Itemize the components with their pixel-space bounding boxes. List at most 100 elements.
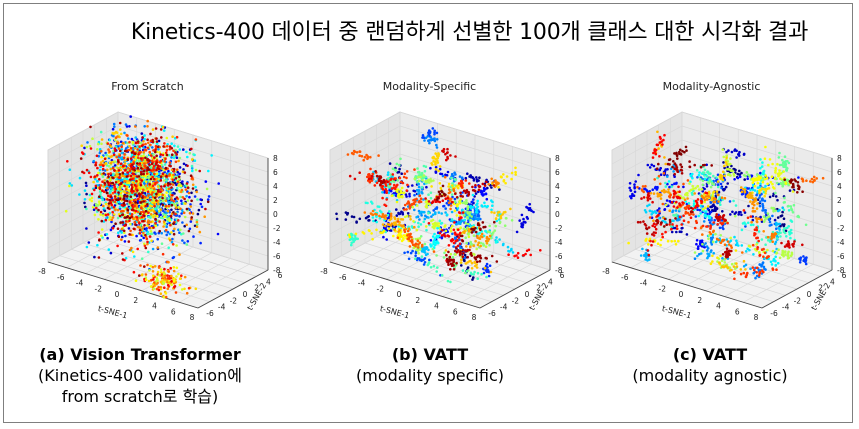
data-point: [783, 155, 787, 158]
data-point: [171, 194, 174, 197]
data-point: [166, 230, 170, 234]
data-point: [154, 207, 157, 210]
data-point: [136, 199, 140, 203]
data-point: [160, 242, 164, 245]
data-point: [692, 202, 696, 205]
data-point: [464, 179, 468, 182]
data-point: [499, 214, 503, 218]
data-point: [447, 250, 450, 254]
data-point: [433, 198, 437, 201]
data-point: [120, 145, 123, 148]
data-point: [142, 200, 145, 203]
x-axis-line: [329, 261, 481, 309]
data-point: [475, 217, 479, 220]
data-point: [408, 207, 411, 210]
data-point: [454, 263, 458, 267]
data-point: [447, 203, 450, 207]
data-point: [100, 138, 104, 141]
data-point: [116, 244, 119, 248]
data-point: [174, 291, 178, 294]
data-point: [776, 261, 780, 265]
data-point: [155, 287, 159, 291]
data-point: [759, 166, 762, 170]
data-point: [396, 179, 399, 182]
data-point: [155, 157, 158, 160]
data-point: [476, 199, 479, 203]
data-point: [454, 192, 457, 196]
x-tick-label: -4: [76, 279, 84, 288]
chart-panel-b: Modality-Specific -8 -6 -4 -2 0 2 4 6 8 -6 -4 -2 0 2 4…: [292, 70, 567, 340]
data-point: [435, 146, 439, 149]
data-point: [114, 181, 118, 184]
data-point: [687, 202, 691, 205]
data-point: [106, 206, 110, 210]
data-point: [148, 163, 151, 167]
data-point: [445, 253, 448, 257]
data-point: [371, 209, 375, 213]
data-point: [185, 150, 188, 154]
data-point: [481, 242, 485, 246]
data-point: [481, 205, 484, 208]
grid-line: [623, 255, 774, 303]
data-point: [716, 183, 720, 187]
data-point: [419, 248, 422, 251]
data-point: [712, 209, 715, 212]
data-point: [451, 195, 454, 199]
data-point: [453, 209, 457, 213]
data-point: [112, 122, 116, 126]
data-point: [135, 179, 138, 183]
data-point: [390, 222, 394, 225]
data-point: [732, 199, 735, 203]
data-point: [435, 143, 438, 147]
data-point: [424, 136, 428, 140]
data-point: [432, 250, 436, 253]
data-point: [428, 131, 432, 134]
z-tick-label: -8: [555, 266, 563, 275]
data-point: [143, 214, 146, 218]
data-point: [418, 237, 422, 240]
data-point: [107, 155, 110, 158]
data-point: [126, 194, 129, 198]
data-point: [789, 236, 792, 240]
data-point: [400, 186, 404, 190]
data-point: [164, 197, 167, 200]
data-point: [168, 148, 172, 151]
data-point: [425, 228, 428, 232]
data-point: [435, 240, 439, 243]
data-point: [718, 196, 722, 199]
data-point: [406, 214, 409, 218]
data-point: [118, 214, 122, 218]
data-point: [393, 217, 397, 221]
data-point: [774, 240, 778, 244]
data-point: [152, 193, 155, 196]
grid-line: [399, 153, 551, 201]
data-point: [770, 263, 774, 266]
grid-line: [341, 255, 492, 303]
data-point: [444, 152, 447, 156]
data-point: [131, 163, 134, 166]
data-point: [175, 206, 178, 209]
data-point: [759, 171, 762, 175]
data-point: [434, 166, 438, 169]
data-point: [134, 125, 137, 128]
data-point: [99, 210, 103, 214]
data-point: [184, 202, 187, 205]
data-point: [455, 261, 458, 265]
grid-line: [329, 153, 401, 193]
data-point: [472, 234, 476, 237]
data-point: [532, 210, 535, 214]
data-point: [731, 210, 734, 214]
data-point: [475, 247, 478, 251]
data-point: [443, 225, 446, 228]
data-point: [460, 176, 464, 179]
data-point: [475, 266, 479, 269]
data-point: [391, 173, 395, 176]
data-point: [124, 188, 128, 191]
data-point: [458, 211, 462, 215]
data-point: [132, 189, 135, 193]
data-point: [464, 176, 468, 180]
data-point: [137, 207, 140, 211]
data-point: [180, 232, 183, 236]
data-point: [461, 239, 465, 243]
data-point: [424, 165, 428, 168]
